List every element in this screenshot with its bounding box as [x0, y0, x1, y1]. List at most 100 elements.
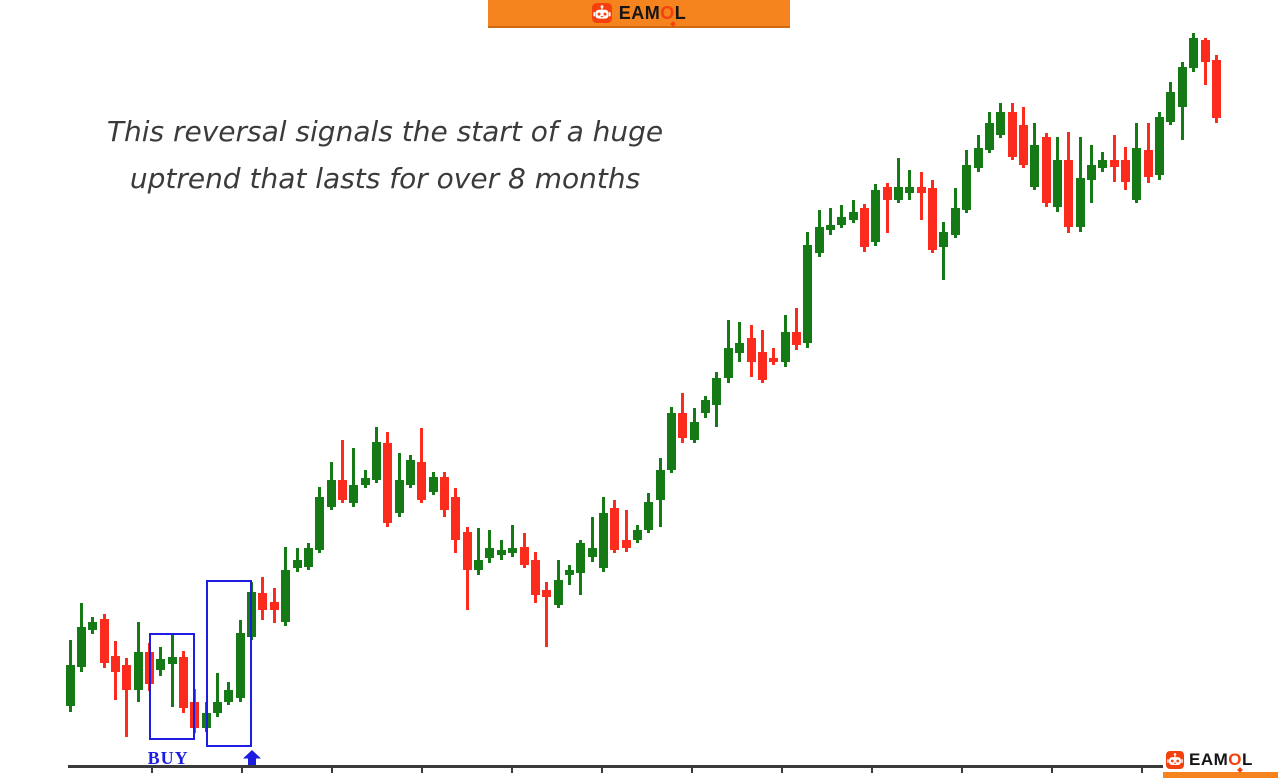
- x-axis-tick: [1141, 767, 1143, 773]
- candle-body: [428, 477, 438, 492]
- candle-body: [1189, 38, 1199, 68]
- x-axis-tick: [241, 767, 243, 773]
- candle-body: [1166, 92, 1176, 122]
- candle-body: [474, 560, 484, 570]
- candle-body: [928, 188, 938, 250]
- candle-body: [122, 665, 132, 690]
- candle-body: [190, 702, 200, 728]
- candle-wick: [477, 528, 481, 575]
- candle-body: [610, 508, 620, 550]
- candle-body: [916, 187, 926, 193]
- candle-body: [542, 590, 552, 597]
- candle-body: [440, 477, 450, 510]
- candle-body: [1098, 160, 1108, 168]
- candle-body: [757, 352, 767, 380]
- candle-body: [939, 232, 949, 247]
- x-axis-tick: [421, 767, 423, 773]
- candle-body: [587, 548, 597, 557]
- candle-body: [905, 187, 915, 193]
- candle-body: [769, 358, 779, 362]
- candle-wick: [828, 208, 832, 235]
- candle-body: [1064, 160, 1074, 227]
- candle-body: [1211, 60, 1221, 118]
- buy-box-annotation: [206, 580, 252, 747]
- x-axis-tick: [781, 767, 783, 773]
- candle-body: [564, 570, 574, 575]
- candle-body: [837, 217, 847, 225]
- candle-body: [1177, 67, 1187, 107]
- headline-line-2: uptrend that lasts for over 8 months: [129, 162, 641, 195]
- brand-letter-o: O: [1228, 749, 1243, 769]
- candle-body: [383, 443, 393, 523]
- candle-body: [996, 112, 1006, 135]
- candle-wick: [511, 525, 515, 557]
- candle-body: [723, 348, 733, 378]
- candle-body: [1018, 125, 1028, 165]
- candle-body: [1121, 160, 1131, 182]
- candle-wick: [170, 633, 174, 707]
- candle-body: [224, 690, 234, 702]
- brand-letters-suffix: L: [1242, 749, 1253, 769]
- candle-body: [303, 548, 313, 567]
- brand-letters-suffix: L: [674, 2, 687, 23]
- brand-robot-icon: [591, 3, 612, 23]
- candle-body: [406, 460, 415, 485]
- candle-body: [633, 530, 642, 540]
- candle-wick: [216, 673, 220, 717]
- candle-body: [576, 543, 586, 573]
- candle-body: [667, 413, 677, 470]
- candle-body: [167, 657, 177, 664]
- candle-body: [530, 560, 540, 595]
- brand-wordmark: EAMOL: [619, 3, 687, 24]
- candle-wick: [488, 530, 492, 563]
- brand-letter-o: O: [660, 2, 675, 23]
- candle-body: [371, 442, 381, 480]
- x-axis-tick: [601, 767, 603, 773]
- x-axis-tick: [961, 767, 963, 773]
- candle-wick: [885, 183, 889, 233]
- candle-wick: [624, 510, 628, 552]
- candle-body: [235, 633, 245, 698]
- brand-robot-icon: [1166, 750, 1184, 769]
- candle-body: [360, 478, 370, 485]
- candle-body: [735, 343, 745, 353]
- candle-body: [292, 560, 302, 568]
- candle-body: [598, 513, 608, 568]
- candle-wick: [851, 200, 855, 223]
- candle-body: [803, 245, 813, 343]
- candle-body: [825, 225, 835, 230]
- candle-body: [655, 470, 665, 500]
- candle-body: [485, 548, 495, 558]
- candle-body: [984, 123, 994, 150]
- candle-body: [258, 593, 268, 610]
- candle-body: [644, 502, 654, 530]
- candle-body: [882, 187, 892, 200]
- candle-body: [508, 548, 518, 553]
- candle-body: [1052, 160, 1062, 207]
- candle-body: [1109, 160, 1119, 167]
- candle-body: [337, 480, 347, 500]
- candle-body: [689, 422, 699, 440]
- candle-body: [973, 148, 983, 168]
- candle-body: [247, 592, 257, 637]
- buy-box-annotation: [149, 633, 195, 740]
- candle-body: [678, 413, 688, 438]
- candle-body: [1075, 178, 1085, 227]
- brand-banner-top: EAMOL: [488, 0, 790, 28]
- candle-body: [950, 208, 960, 235]
- headline-note: This reversal signals the start of a hug…: [60, 108, 710, 202]
- x-axis-tick: [331, 767, 333, 773]
- candle-wick: [840, 205, 844, 228]
- candle-body: [894, 187, 904, 200]
- candle-body: [1041, 137, 1051, 203]
- candle-body: [1007, 112, 1017, 157]
- candle-wick: [590, 517, 594, 562]
- candle-body: [791, 332, 801, 345]
- candle-body: [349, 485, 359, 503]
- brand-letters-prefix: EAM: [618, 2, 661, 23]
- candle-wick: [908, 170, 912, 200]
- x-axis-tick: [151, 767, 153, 773]
- candle-body: [65, 665, 75, 706]
- candle-body: [179, 657, 188, 708]
